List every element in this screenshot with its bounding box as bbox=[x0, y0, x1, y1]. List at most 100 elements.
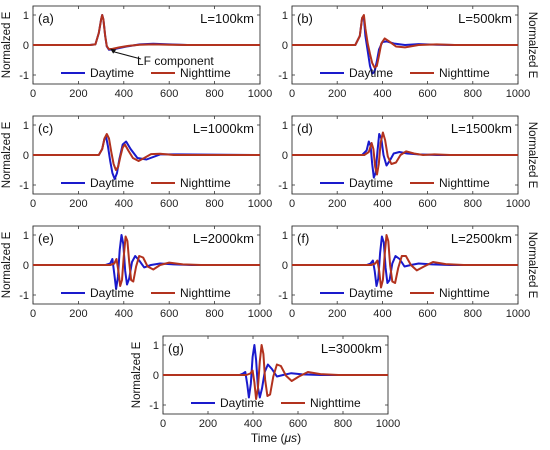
legend: Daytime Nighttime bbox=[61, 176, 231, 190]
x-tick-label: 400 bbox=[115, 88, 133, 100]
y-tick-label: 1 bbox=[282, 10, 288, 22]
x-tick-label: 800 bbox=[464, 308, 482, 320]
x-tick-label: 200 bbox=[328, 88, 346, 100]
x-tick-label: 600 bbox=[160, 198, 178, 210]
y-axis-title: Normalzed E bbox=[1, 11, 13, 78]
annotation-arrow-line bbox=[113, 51, 142, 60]
legend-label-daytime: Daytime bbox=[90, 176, 134, 190]
x-tick-label: 1000 bbox=[248, 198, 272, 210]
x-tick-label: 1000 bbox=[506, 198, 530, 210]
panel-label: (g) bbox=[168, 341, 184, 356]
legend-label-nighttime: Nighttime bbox=[439, 66, 490, 80]
y-tick-label: 1 bbox=[282, 120, 288, 132]
x-tick-label: 200 bbox=[328, 198, 346, 210]
series-line-nighttime bbox=[163, 344, 388, 400]
legend: Daytime Nighttime bbox=[320, 176, 490, 190]
y-tick-label: 1 bbox=[23, 120, 29, 132]
panel-label: (f) bbox=[297, 231, 309, 246]
y-tick-label: -1 bbox=[19, 180, 29, 192]
legend-label-nighttime: Nighttime bbox=[180, 286, 231, 300]
x-tick-label: 600 bbox=[289, 418, 307, 430]
panel-title: L=2000km bbox=[193, 231, 254, 246]
legend: Daytime Nighttime bbox=[61, 286, 231, 300]
panel-title: L=1000km bbox=[193, 121, 254, 136]
y-tick-label: -1 bbox=[149, 400, 159, 412]
x-tick-label: 400 bbox=[373, 198, 391, 210]
y-tick-label: -1 bbox=[278, 180, 288, 192]
y-tick-label: 0 bbox=[153, 370, 159, 382]
panel-label: (c) bbox=[38, 121, 53, 136]
x-tick-label: 600 bbox=[418, 88, 436, 100]
y-tick-label: 0 bbox=[282, 40, 288, 52]
x-tick-label: 0 bbox=[30, 308, 36, 320]
y-axis-title: Normalzed E bbox=[526, 12, 538, 79]
x-tick-label: 0 bbox=[289, 198, 295, 210]
legend-label-daytime: Daytime bbox=[90, 66, 134, 80]
series-line-daytime bbox=[292, 235, 518, 287]
x-tick-label: 400 bbox=[115, 198, 133, 210]
x-tick-label: 0 bbox=[289, 88, 295, 100]
x-tick-label: 600 bbox=[160, 308, 178, 320]
legend-label-daytime: Daytime bbox=[349, 176, 393, 190]
legend: Daytime Nighttime bbox=[191, 396, 361, 410]
series-line-daytime bbox=[292, 133, 518, 179]
legend-label-daytime: Daytime bbox=[349, 66, 393, 80]
y-tick-label: 0 bbox=[23, 150, 29, 162]
legend-label-nighttime: Nighttime bbox=[439, 286, 490, 300]
series-line-nighttime bbox=[292, 14, 518, 69]
legend-label-nighttime: Nighttime bbox=[180, 176, 231, 190]
x-tick-label: 1000 bbox=[506, 88, 530, 100]
x-tick-label: 400 bbox=[373, 308, 391, 320]
panel-label: (b) bbox=[297, 11, 313, 26]
legend: Daytime Nighttime bbox=[320, 286, 490, 300]
series-line-nighttime bbox=[33, 235, 260, 287]
y-tick-label: 1 bbox=[153, 340, 159, 352]
series-line-nighttime bbox=[33, 133, 260, 171]
panel-label: (e) bbox=[38, 231, 54, 246]
x-tick-label: 0 bbox=[160, 418, 166, 430]
x-tick-label: 400 bbox=[115, 308, 133, 320]
x-tick-label: 200 bbox=[69, 88, 87, 100]
x-tick-label: 1000 bbox=[506, 308, 530, 320]
x-tick-label: 200 bbox=[328, 308, 346, 320]
y-tick-label: -1 bbox=[278, 70, 288, 82]
y-tick-label: 0 bbox=[282, 260, 288, 272]
series-line-nighttime bbox=[292, 131, 518, 176]
legend-label-nighttime: Nighttime bbox=[439, 176, 490, 190]
y-axis-title: Normalzed E bbox=[526, 232, 538, 299]
legend-label-nighttime: Nighttime bbox=[180, 66, 231, 80]
x-tick-label: 600 bbox=[160, 88, 178, 100]
y-tick-label: 1 bbox=[282, 230, 288, 242]
annotation-text: LF component bbox=[137, 54, 214, 68]
x-tick-label: 200 bbox=[69, 198, 87, 210]
x-tick-label: 1000 bbox=[248, 88, 272, 100]
y-tick-label: 0 bbox=[23, 40, 29, 52]
x-tick-label: 200 bbox=[69, 308, 87, 320]
panel-title: L=3000km bbox=[321, 341, 382, 356]
x-tick-label: 200 bbox=[199, 418, 217, 430]
x-tick-label: 800 bbox=[464, 198, 482, 210]
legend-label-daytime: Daytime bbox=[90, 286, 134, 300]
panel-title: L=2500km bbox=[451, 231, 512, 246]
x-tick-label: 0 bbox=[289, 308, 295, 320]
y-tick-label: -1 bbox=[19, 290, 29, 302]
series-line-nighttime bbox=[33, 14, 260, 51]
y-tick-label: -1 bbox=[278, 290, 288, 302]
x-axis-title: Time (μs) bbox=[251, 431, 301, 445]
series-line-nighttime bbox=[292, 234, 518, 289]
x-tick-label: 400 bbox=[244, 418, 262, 430]
legend-label-daytime: Daytime bbox=[220, 396, 264, 410]
x-tick-label: 1000 bbox=[248, 308, 272, 320]
series-line-daytime bbox=[163, 344, 388, 399]
legend-label-nighttime: Nighttime bbox=[310, 396, 361, 410]
x-tick-label: 800 bbox=[464, 88, 482, 100]
y-tick-label: -1 bbox=[19, 70, 29, 82]
